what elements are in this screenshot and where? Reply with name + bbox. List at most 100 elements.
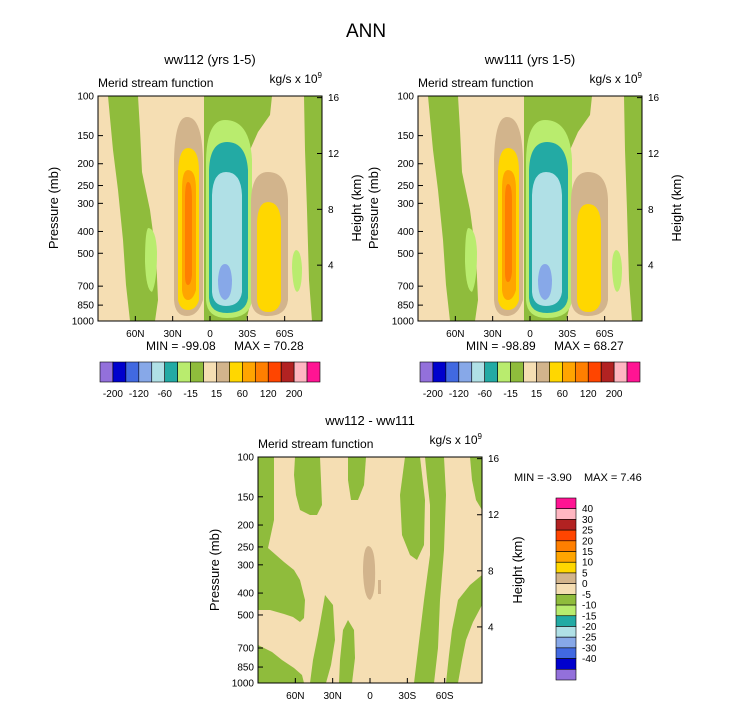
y-tick-label: 250: [397, 181, 414, 192]
colorbar-label: 200: [286, 389, 303, 400]
contour-pos-60-south: [577, 204, 601, 312]
y-tick-label: 300: [397, 199, 414, 210]
colorbar-swatch: [99, 361, 114, 383]
colorbar-swatch: [555, 615, 577, 627]
y2-axis-label: Height (km): [349, 174, 364, 241]
y-tick-label: 850: [77, 301, 94, 312]
y-tick-label: 250: [237, 542, 254, 553]
contour-neg-diff-8: [414, 457, 446, 683]
colorbar-swatch: [523, 361, 537, 383]
colorbar-label: -20: [582, 622, 597, 633]
colorbar-label: 15: [531, 389, 543, 400]
contour-neg-small-polar: [292, 250, 302, 292]
x-tick-label: 60N: [126, 329, 144, 340]
colorbar-label: 40: [582, 504, 594, 515]
colorbar-swatch: [555, 572, 577, 584]
y2-tick-label: 8: [488, 566, 494, 577]
colorbar-swatch: [555, 583, 577, 595]
contour-neg-diff-10: [470, 457, 482, 510]
y-tick-label: 1000: [232, 679, 255, 690]
y-tick-label: 200: [237, 521, 254, 532]
colorbar-swatch: [112, 361, 127, 383]
colorbar-label: -30: [582, 643, 597, 654]
x-tick-label: 30S: [238, 329, 256, 340]
colorbar-swatch: [555, 519, 577, 531]
colorbar-swatch: [267, 361, 282, 383]
units-exponent: 9: [638, 71, 643, 80]
colorbar-label: -15: [582, 611, 597, 622]
colorbar-label: 120: [580, 389, 597, 400]
y-tick-label: 500: [77, 249, 94, 260]
units-base: kg/s x 10: [430, 433, 478, 447]
panel-ww112: ww112 (yrs 1-5) Merid stream function kg…: [46, 52, 364, 353]
contour-pos-200-north: [505, 184, 512, 282]
units-base: kg/s x 10: [270, 72, 318, 86]
y-tick-label: 700: [77, 282, 94, 293]
x-tick-label: 30S: [558, 329, 576, 340]
colorbar-label: -120: [449, 389, 469, 400]
y2-tick-label: 8: [328, 205, 334, 216]
colorbar-label: -5: [582, 590, 591, 601]
colorbar-swatch: [471, 361, 486, 383]
y-axis-label: Pressure (mb): [207, 529, 222, 611]
colorbar-swatch: [600, 361, 615, 383]
x-tick-label: 60S: [276, 329, 294, 340]
contour-neg-small-north: [145, 228, 157, 292]
colorbar-swatch: [293, 361, 308, 383]
colorbar-swatch: [555, 508, 577, 520]
colorbar-swatch: [306, 361, 321, 383]
y2-tick-label: 8: [648, 205, 654, 216]
contour-neg-300-south: [538, 264, 552, 300]
y-tick-label: 100: [77, 92, 94, 103]
axes-ticks: 100 150 200 250 300 400 500 700 850 1000 16 12 8 4 60N…: [72, 92, 340, 341]
colorbar-label: 60: [237, 389, 249, 400]
colorbar-swatch: [164, 361, 178, 383]
x-tick-label: 30N: [163, 329, 181, 340]
panel-title: ww112 (yrs 1-5): [163, 52, 256, 67]
colorbar-label: 0: [582, 579, 588, 590]
x-tick-label: 60N: [286, 691, 304, 702]
y-axis-label: Pressure (mb): [46, 167, 61, 249]
contour-neg-diff-3: [294, 457, 322, 515]
min-text: MIN = -3.90: [514, 472, 572, 484]
min-text: MIN = -98.89: [466, 339, 536, 353]
colorbar-swatch: [177, 361, 191, 383]
colorbar-swatch: [536, 361, 550, 383]
colorbar-swatch: [138, 361, 153, 383]
units-base: kg/s x 10: [590, 72, 638, 86]
max-text: MAX = 70.28: [234, 339, 304, 353]
contour-neg-diff-7: [400, 457, 425, 560]
colorbar-label: 15: [211, 389, 223, 400]
colorbar-label: -200: [103, 389, 123, 400]
y-axis-label: Pressure (mb): [366, 167, 381, 249]
y-tick-label: 100: [397, 92, 414, 103]
contour-neg-diff-2: [258, 645, 304, 683]
colorbar-swatch: [555, 658, 577, 670]
colorbar-label: -15: [183, 389, 198, 400]
x-tick-label: 30S: [398, 691, 416, 702]
y-tick-label: 500: [397, 249, 414, 260]
colorbar-swatch: [510, 361, 524, 383]
colorbar-swatch: [555, 626, 577, 638]
colorbar-swatch: [555, 668, 577, 681]
colorbar-swatch: [254, 361, 269, 383]
axes-ticks: 100 150 200 250 300 400 500 700 850 1000 16 12 8 4 60N…: [392, 92, 660, 341]
page-title: ANN: [346, 21, 386, 42]
colorbar-swatch: [555, 636, 577, 649]
variable-label: Merid stream function: [418, 76, 533, 90]
contour-field: [98, 96, 322, 321]
colorbar-label: 10: [582, 558, 594, 569]
contour-field: [258, 457, 482, 683]
colorbar-label: -120: [129, 389, 149, 400]
contour-neg-diff-4: [310, 595, 335, 683]
contour-neg-diff-9: [446, 575, 482, 683]
colorbar-swatch: [574, 361, 589, 383]
colorbar-label: -15: [503, 389, 518, 400]
colorbar-swatch: [203, 361, 217, 383]
colorbar-label: 120: [260, 389, 277, 400]
contour-neg-diff-1: [258, 457, 305, 622]
x-tick-label: 30N: [483, 329, 501, 340]
min-text: MIN = -99.08: [146, 339, 216, 353]
contour-neg-diff-6: [339, 620, 355, 683]
